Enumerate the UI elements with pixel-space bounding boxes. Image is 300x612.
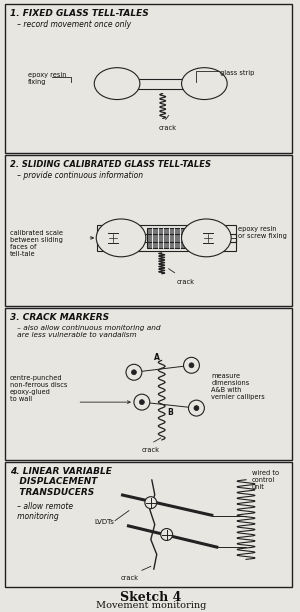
Bar (5, 155, 292, 305)
Text: crack: crack (121, 575, 139, 581)
Text: wired to
control
unit: wired to control unit (252, 470, 279, 490)
Text: epoxy resin
or screw fixing: epoxy resin or screw fixing (238, 226, 287, 239)
Text: measure
dimensions
A&B with
vernier callipers: measure dimensions A&B with vernier call… (211, 373, 265, 400)
Bar (5, 4, 292, 153)
Circle shape (134, 394, 150, 410)
Circle shape (189, 363, 194, 368)
Bar (5, 308, 292, 460)
Text: 2. SLIDING CALIBRATED GLASS TELL-TALES: 2. SLIDING CALIBRATED GLASS TELL-TALES (10, 160, 211, 170)
Text: A: A (154, 353, 160, 362)
Text: epoxy resin
fixing: epoxy resin fixing (28, 72, 66, 84)
Text: 3. CRACK MARKERS: 3. CRACK MARKERS (10, 313, 109, 321)
Ellipse shape (94, 68, 140, 100)
Text: – allow remote
   monitoring: – allow remote monitoring (10, 502, 73, 521)
Text: crack: crack (177, 278, 195, 285)
Text: Movement monitoring: Movement monitoring (96, 601, 206, 610)
Text: 4. LINEAR VARIABLE
   DISPLACEMENT
   TRANSDUCERS: 4. LINEAR VARIABLE DISPLACEMENT TRANSDUC… (10, 467, 112, 496)
Text: – record movement once only: – record movement once only (10, 20, 131, 29)
Circle shape (194, 406, 199, 411)
Circle shape (126, 364, 142, 380)
Ellipse shape (182, 219, 231, 257)
Text: crack: crack (159, 125, 177, 132)
Circle shape (188, 400, 204, 416)
Text: – provide continuous information: – provide continuous information (10, 171, 143, 180)
Circle shape (131, 370, 136, 375)
Bar (97, 234, 236, 242)
Text: calibrated scale
between sliding
faces of
tell-tale: calibrated scale between sliding faces o… (10, 230, 63, 257)
Circle shape (184, 357, 200, 373)
Text: B: B (167, 408, 172, 417)
Text: centre-punched
non-ferrous discs
epoxy-glued
to wall: centre-punched non-ferrous discs epoxy-g… (10, 375, 67, 402)
Bar (97, 225, 236, 251)
Bar (5, 462, 292, 588)
Bar (197, 76, 217, 92)
Circle shape (140, 400, 144, 405)
Text: glass strip: glass strip (220, 70, 255, 76)
Bar (147, 228, 187, 248)
Circle shape (145, 497, 157, 509)
Ellipse shape (182, 68, 227, 100)
Text: – also allow continuous monitoring and
   are less vulnerable to vandalism: – also allow continuous monitoring and a… (10, 324, 160, 338)
Bar (125, 78, 196, 89)
Text: crack: crack (142, 447, 160, 453)
Text: 1. FIXED GLASS TELL-TALES: 1. FIXED GLASS TELL-TALES (10, 9, 149, 18)
Bar (104, 76, 124, 92)
Circle shape (161, 529, 172, 540)
Text: Sketch 4: Sketch 4 (120, 591, 182, 604)
Text: LVDTs: LVDTs (94, 518, 114, 524)
Ellipse shape (96, 219, 146, 257)
